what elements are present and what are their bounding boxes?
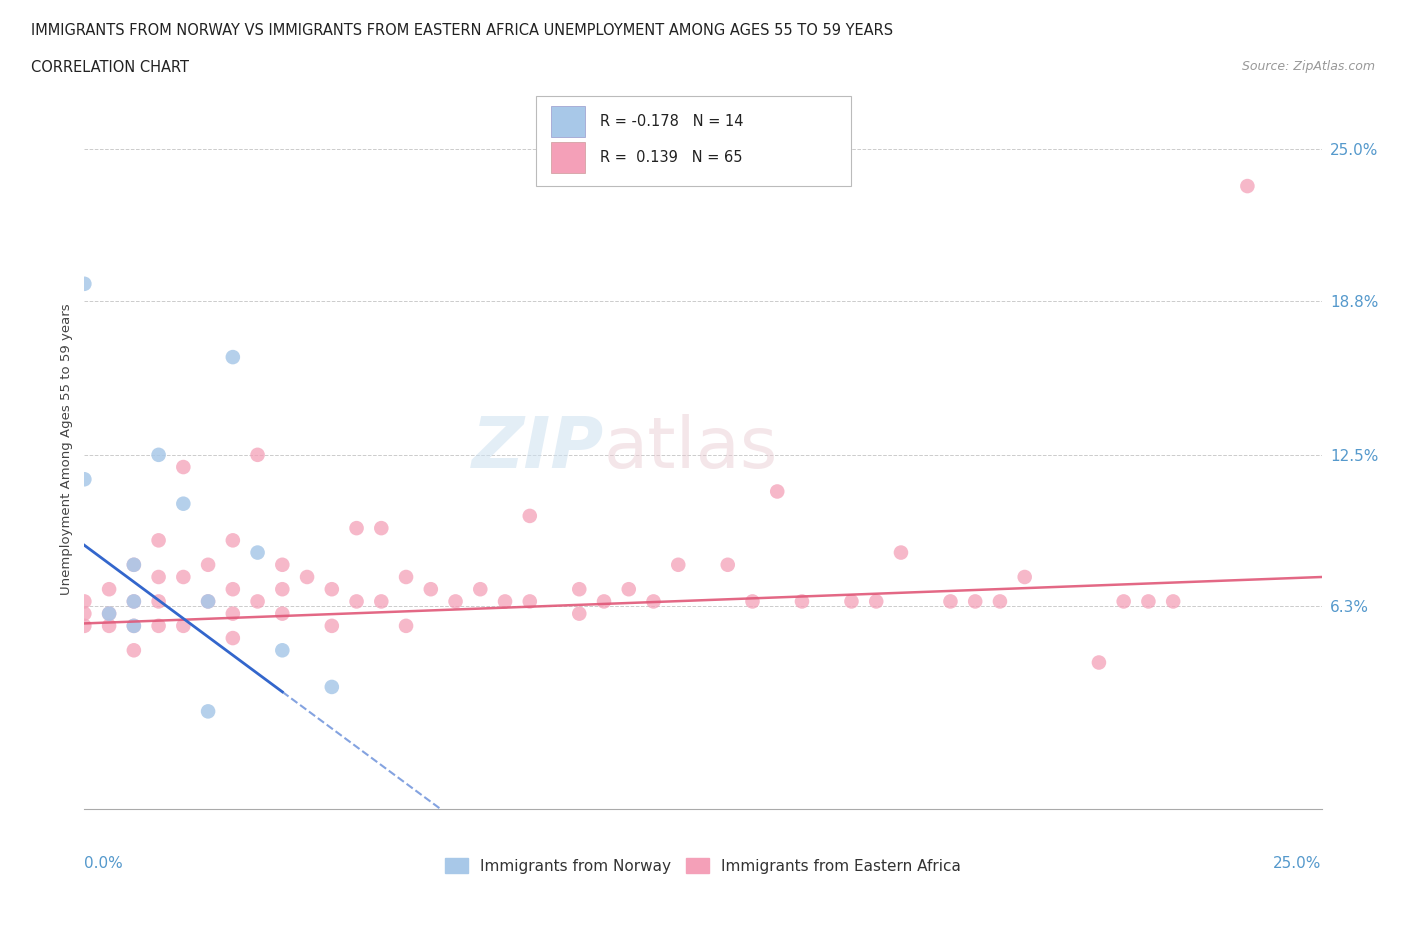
- FancyBboxPatch shape: [551, 106, 585, 137]
- Point: [1088, 655, 1111, 670]
- Point: [321, 680, 343, 695]
- FancyBboxPatch shape: [536, 96, 852, 186]
- Point: [321, 582, 343, 597]
- Point: [73, 606, 96, 621]
- Point: [865, 594, 887, 609]
- Point: [172, 459, 194, 474]
- Point: [197, 557, 219, 572]
- Point: [470, 582, 492, 597]
- Text: atlas: atlas: [605, 414, 779, 484]
- Point: [766, 484, 789, 498]
- Text: R = -0.178   N = 14: R = -0.178 N = 14: [600, 114, 744, 129]
- Text: ZIP: ZIP: [472, 414, 605, 484]
- Point: [1014, 569, 1036, 584]
- Point: [1236, 179, 1258, 193]
- Point: [222, 533, 245, 548]
- Point: [122, 594, 145, 609]
- Point: [321, 618, 343, 633]
- Point: [222, 350, 245, 365]
- Point: [172, 618, 194, 633]
- Text: R =  0.139   N = 65: R = 0.139 N = 65: [600, 150, 742, 165]
- Point: [148, 618, 170, 633]
- Point: [148, 447, 170, 462]
- Point: [73, 594, 96, 609]
- Point: [741, 594, 763, 609]
- Point: [519, 594, 541, 609]
- Point: [122, 557, 145, 572]
- Point: [666, 557, 689, 572]
- Point: [939, 594, 962, 609]
- Point: [346, 521, 368, 536]
- Point: [122, 618, 145, 633]
- Point: [841, 594, 863, 609]
- Point: [122, 557, 145, 572]
- Text: 25.0%: 25.0%: [1274, 856, 1322, 871]
- Point: [617, 582, 640, 597]
- Point: [419, 582, 441, 597]
- Point: [98, 606, 121, 621]
- Point: [222, 582, 245, 597]
- Point: [172, 569, 194, 584]
- Point: [122, 618, 145, 633]
- Point: [271, 606, 294, 621]
- Point: [246, 594, 269, 609]
- Point: [444, 594, 467, 609]
- Text: 0.0%: 0.0%: [84, 856, 124, 871]
- Point: [197, 594, 219, 609]
- Point: [271, 557, 294, 572]
- Point: [370, 521, 392, 536]
- FancyBboxPatch shape: [551, 142, 585, 173]
- Point: [1137, 594, 1160, 609]
- Point: [73, 472, 96, 486]
- Point: [965, 594, 987, 609]
- Point: [346, 594, 368, 609]
- Text: IMMIGRANTS FROM NORWAY VS IMMIGRANTS FROM EASTERN AFRICA UNEMPLOYMENT AMONG AGES: IMMIGRANTS FROM NORWAY VS IMMIGRANTS FRO…: [31, 23, 893, 38]
- Point: [519, 509, 541, 524]
- Point: [98, 582, 121, 597]
- Point: [593, 594, 616, 609]
- Point: [271, 582, 294, 597]
- Point: [197, 704, 219, 719]
- Point: [295, 569, 318, 584]
- Point: [568, 582, 591, 597]
- Point: [222, 631, 245, 645]
- Point: [148, 569, 170, 584]
- Point: [271, 643, 294, 658]
- Legend: Immigrants from Norway, Immigrants from Eastern Africa: Immigrants from Norway, Immigrants from …: [444, 857, 962, 873]
- Point: [148, 533, 170, 548]
- Point: [98, 606, 121, 621]
- Y-axis label: Unemployment Among Ages 55 to 59 years: Unemployment Among Ages 55 to 59 years: [60, 303, 73, 594]
- Point: [73, 276, 96, 291]
- Point: [246, 447, 269, 462]
- Point: [717, 557, 740, 572]
- Point: [395, 569, 418, 584]
- Point: [643, 594, 665, 609]
- Point: [568, 606, 591, 621]
- Point: [370, 594, 392, 609]
- Point: [122, 594, 145, 609]
- Point: [222, 606, 245, 621]
- Point: [1161, 594, 1184, 609]
- Point: [246, 545, 269, 560]
- Point: [98, 618, 121, 633]
- Text: CORRELATION CHART: CORRELATION CHART: [31, 60, 188, 75]
- Point: [988, 594, 1011, 609]
- Point: [790, 594, 813, 609]
- Point: [395, 618, 418, 633]
- Point: [122, 643, 145, 658]
- Point: [172, 497, 194, 512]
- Point: [148, 594, 170, 609]
- Point: [1112, 594, 1135, 609]
- Point: [73, 618, 96, 633]
- Point: [494, 594, 516, 609]
- Point: [890, 545, 912, 560]
- Point: [197, 594, 219, 609]
- Text: Source: ZipAtlas.com: Source: ZipAtlas.com: [1241, 60, 1375, 73]
